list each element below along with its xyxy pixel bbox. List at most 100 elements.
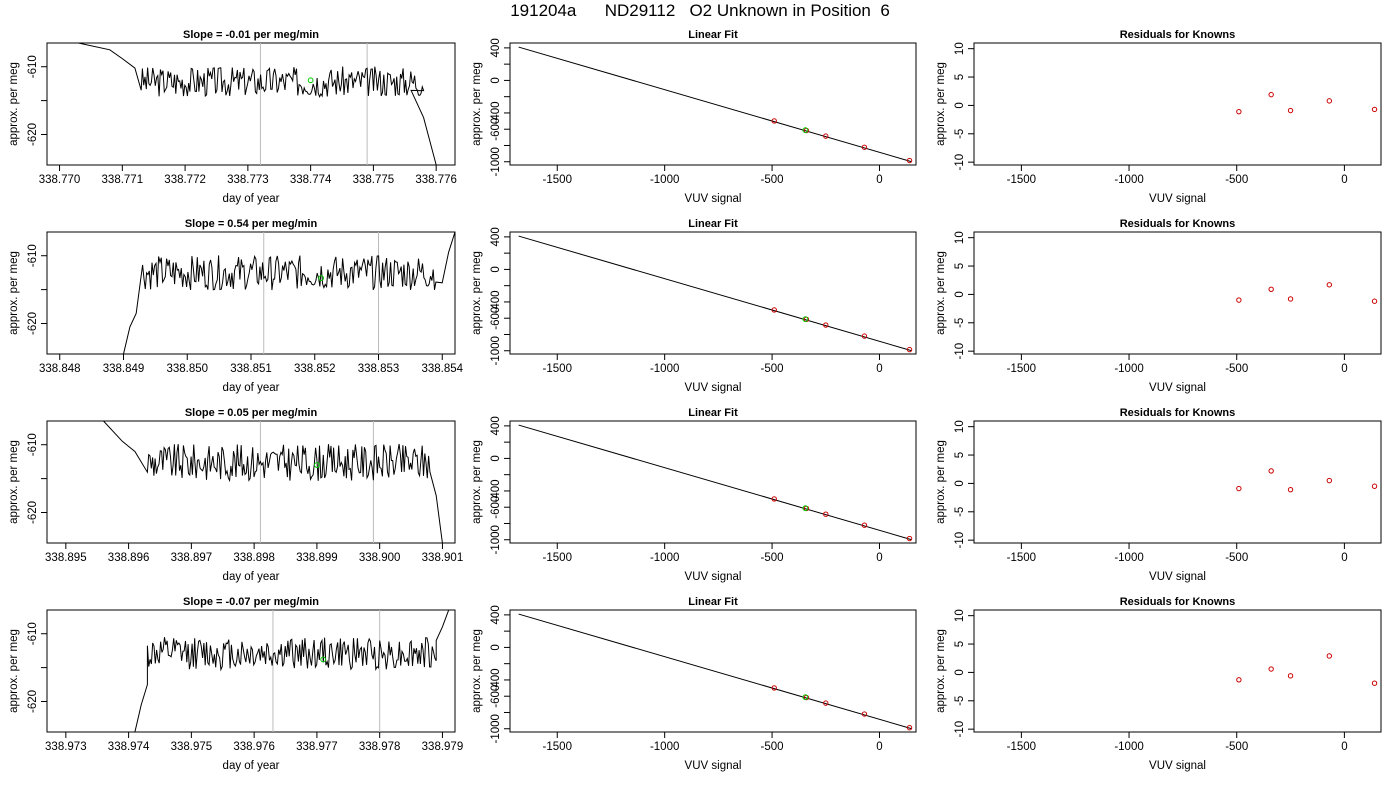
y-tick-label: -600 (490, 118, 502, 141)
residuals-panel: Residuals for Knowns -1500 -1000 -500 0 VUV s… (935, 218, 1382, 394)
y-tick-label: -620 (27, 501, 39, 524)
residual-point (1268, 91, 1274, 98)
x-tick-label: -1000 (650, 741, 679, 753)
y-tick-label: -5 (954, 318, 966, 328)
known-point (823, 700, 829, 706)
y-tick-label: -10 (954, 532, 966, 549)
y-tick-label: -610 (27, 244, 39, 267)
y-tick-label: -610 (27, 55, 39, 78)
x-tick-label: -1000 (1114, 552, 1143, 564)
x-axis-label: day of year (223, 760, 280, 772)
plot-area (518, 613, 913, 731)
unknown-point (307, 77, 314, 84)
residual-point (1371, 483, 1378, 489)
fit-line (518, 613, 912, 730)
x-tick-label: 338.896 (108, 552, 150, 564)
x-tick-label: 0 (1341, 741, 1347, 753)
panel-title: Linear Fit (688, 218, 738, 230)
plot-frame (973, 42, 1382, 166)
y-tick-label: 400 (490, 38, 502, 57)
residual-point (1236, 677, 1242, 683)
known-point (861, 144, 868, 150)
y-tick-label: -400 (490, 668, 502, 691)
panel-title: Linear Fit (688, 596, 738, 608)
residual-point (1268, 468, 1274, 474)
y-tick-label: -1000 (490, 147, 502, 176)
residual-point (1326, 653, 1333, 659)
y-tick-label: 400 (490, 605, 502, 624)
panel-title: Residuals for Knowns (1120, 29, 1236, 41)
x-tick-label: 338.771 (102, 174, 144, 186)
x-tick-label: 338.898 (233, 552, 275, 564)
residual-point (1287, 673, 1294, 679)
residual-point (1371, 680, 1378, 686)
plot-area (1236, 91, 1378, 115)
y-tick-label: -5 (954, 129, 966, 139)
x-tick-label: 338.899 (296, 552, 338, 564)
x-axis-label: VUV signal (685, 571, 742, 583)
x-tick-label: 338.978 (359, 741, 401, 753)
y-axis-label: approx. per meg (935, 629, 947, 713)
known-point (823, 322, 829, 328)
panel-title: Residuals for Knowns (1120, 596, 1236, 608)
known-point (823, 511, 829, 517)
x-tick-label: -1500 (1007, 552, 1036, 564)
fit-line (518, 46, 912, 163)
panel-title: Linear Fit (688, 407, 738, 419)
x-tick-label: 338.973 (45, 741, 87, 753)
y-tick-label: 0 (490, 77, 502, 83)
known-point (861, 711, 868, 717)
x-tick-label: -500 (761, 363, 784, 375)
plot-area (1236, 653, 1378, 686)
time-series-panel: Slope = 0.05 per meg/min 338.895 338.896 33… (8, 407, 463, 583)
panel-title: Residuals for Knowns (1120, 218, 1236, 230)
linear-fit-panel: Linear Fit -1500 -1000 -500 0 VUV signal -1000… (471, 407, 917, 583)
x-tick-label: 338.772 (164, 174, 206, 186)
plot-area (103, 421, 443, 543)
panel-title: Slope = -0.01 per meg/min (183, 29, 319, 41)
residual-point (1236, 108, 1242, 115)
y-tick-label: 0 (490, 644, 502, 650)
y-tick-label: -1000 (490, 336, 502, 365)
x-tick-label: -1500 (543, 363, 572, 375)
y-tick-label: 10 (954, 42, 966, 55)
x-tick-label: -1500 (1007, 174, 1036, 186)
plot-area (1236, 282, 1378, 304)
x-axis-label: day of year (223, 382, 280, 394)
plot-frame (509, 420, 917, 544)
x-tick-label: 338.770 (39, 174, 81, 186)
y-tick-label: -610 (27, 433, 39, 456)
y-tick-label: 5 (954, 641, 966, 647)
plot-frame (46, 420, 456, 544)
residual-point (1326, 98, 1333, 104)
y-axis-label: approx. per meg (471, 62, 483, 146)
y-tick-label: 10 (954, 609, 966, 622)
known-point (771, 685, 777, 691)
page-title: 191204a ND29112 O2 Unknown in Position 6 (510, 1, 890, 20)
x-tick-label: 338.901 (422, 552, 464, 564)
y-tick-label: 5 (954, 263, 966, 269)
x-tick-label: 338.850 (166, 363, 208, 375)
x-axis-label: VUV signal (685, 382, 742, 394)
fit-line (518, 424, 912, 541)
x-tick-label: 0 (1341, 363, 1347, 375)
fit-line (518, 235, 912, 352)
y-tick-label: 0 (490, 455, 502, 461)
time-series-panel: Slope = -0.07 per meg/min 338.973 338.974 3… (8, 596, 463, 772)
residual-point (1287, 486, 1294, 493)
y-tick-label: -610 (27, 622, 39, 645)
plot-area (78, 43, 437, 165)
x-tick-label: -1000 (650, 552, 679, 564)
panel-title: Slope = -0.07 per meg/min (183, 596, 319, 608)
x-tick-label: 0 (876, 552, 882, 564)
panel-title: Slope = 0.05 per meg/min (185, 407, 318, 419)
y-tick-label: 10 (954, 420, 966, 433)
x-tick-label: 0 (876, 741, 882, 753)
x-tick-label: 338.776 (415, 174, 457, 186)
plot-area (518, 235, 913, 353)
y-tick-label: 0 (490, 266, 502, 272)
unknown-point (320, 656, 327, 663)
unknown-point (314, 462, 320, 468)
x-tick-label: 338.974 (108, 741, 150, 753)
